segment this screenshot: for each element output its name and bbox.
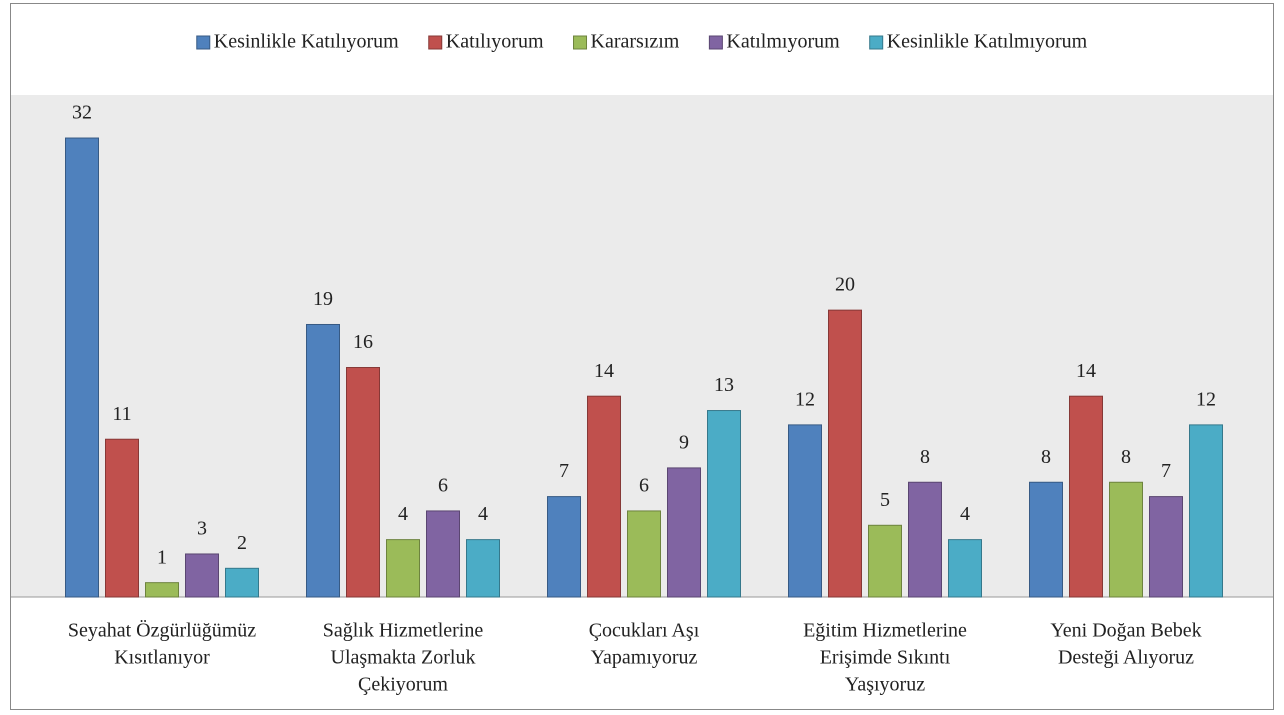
value-label: 12	[795, 388, 815, 410]
bar	[306, 323, 340, 598]
x-tick-label: Çekiyorum	[358, 674, 448, 696]
bar	[707, 410, 741, 598]
x-tick-label: Eğitim Hizmetlerine	[803, 620, 967, 642]
value-label: 4	[398, 503, 408, 525]
legend-swatch	[573, 35, 588, 50]
value-label: 4	[960, 503, 970, 525]
value-label: 32	[72, 102, 92, 124]
value-label: 19	[313, 288, 333, 310]
legend-label: Kesinlikle Katılmıyorum	[887, 31, 1088, 53]
bar	[788, 424, 822, 598]
x-tick-label: Çocukları Aşı	[589, 620, 700, 642]
value-label: 6	[639, 475, 649, 497]
x-tick-label: Desteği Alıyoruz	[1058, 647, 1194, 669]
bar	[1029, 481, 1063, 598]
legend-label: Kararsızım	[591, 31, 680, 53]
bar	[908, 481, 942, 598]
value-label: 8	[1041, 446, 1051, 468]
value-label: 2	[237, 532, 247, 554]
x-tick-label: Seyahat Özgürlüğümüz	[68, 619, 256, 642]
bar	[1149, 496, 1183, 598]
value-label: 14	[594, 360, 614, 382]
x-tick-label: Yapamıyoruz	[591, 647, 698, 669]
x-tick-label: Erişimde Sıkıntı	[820, 647, 951, 669]
value-label: 6	[438, 475, 448, 497]
bar	[828, 309, 862, 598]
bar	[346, 367, 380, 598]
bar	[145, 582, 179, 598]
bar	[667, 467, 701, 598]
x-tick-label: Yeni Doğan Bebek	[1050, 620, 1201, 642]
bar	[65, 137, 99, 598]
legend-swatch	[428, 35, 443, 50]
x-tick-label: Sağlık Hizmetlerine	[323, 620, 484, 642]
x-tick-label: Yaşıyoruz	[845, 674, 925, 696]
value-label: 8	[920, 446, 930, 468]
bar	[1109, 481, 1143, 598]
value-label: 16	[353, 331, 373, 353]
bar	[948, 539, 982, 598]
bar	[386, 539, 420, 598]
legend-swatch	[708, 35, 723, 50]
bar	[426, 510, 460, 598]
value-label: 20	[835, 274, 855, 296]
bar	[868, 524, 902, 598]
value-label: 4	[478, 503, 488, 525]
value-label: 13	[714, 374, 734, 396]
value-label: 7	[559, 460, 569, 482]
bar	[547, 496, 581, 598]
legend: Kesinlikle Katılıyorum Katılıyorum Kararsı…	[196, 31, 1088, 53]
bar	[1069, 395, 1103, 598]
value-label: 3	[197, 518, 207, 540]
legend-swatch	[869, 35, 884, 50]
legend-label: Kesinlikle Katılıyorum	[214, 31, 399, 53]
legend-label: Katılmıyorum	[726, 31, 840, 53]
bar	[1189, 424, 1223, 598]
bar	[466, 539, 500, 598]
bar	[587, 395, 621, 598]
bar	[627, 510, 661, 598]
bar	[225, 567, 259, 598]
value-label: 5	[880, 489, 890, 511]
value-label: 9	[679, 432, 689, 454]
bar	[185, 553, 219, 598]
x-tick-label: Ulaşmakta Zorluk	[331, 647, 476, 669]
legend-label: Katılıyorum	[446, 31, 544, 53]
value-label: 11	[112, 403, 131, 425]
value-label: 14	[1076, 360, 1096, 382]
bar	[105, 438, 139, 598]
value-label: 8	[1121, 446, 1131, 468]
value-label: 7	[1161, 460, 1171, 482]
value-label: 1	[157, 546, 167, 568]
x-tick-label: Kısıtlanıyor	[114, 647, 210, 669]
value-label: 12	[1196, 388, 1216, 410]
legend-swatch	[196, 35, 211, 50]
